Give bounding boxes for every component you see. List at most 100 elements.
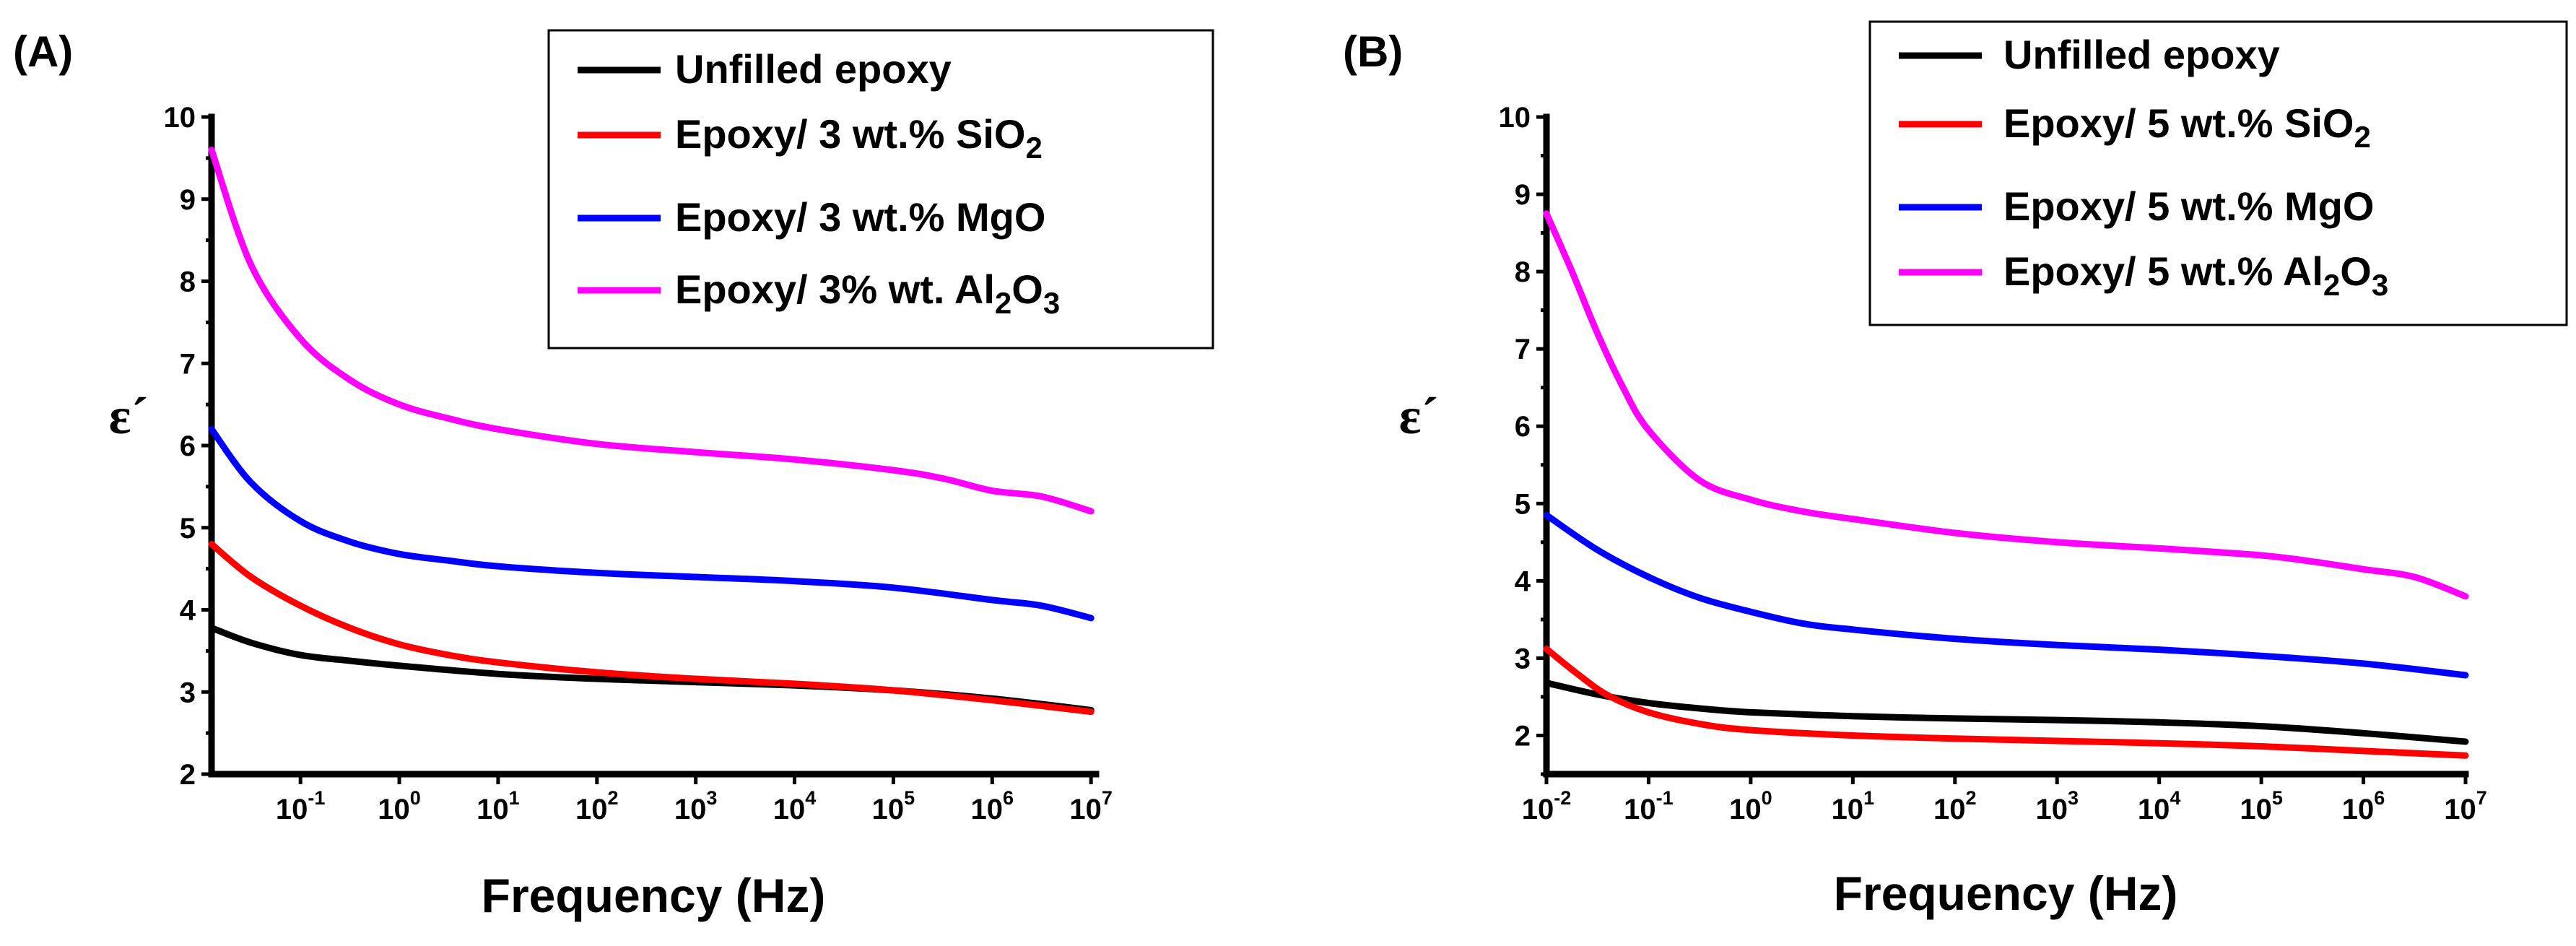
x-tick-label-a: 100 (378, 787, 421, 825)
x-tick-label-a: 106 (971, 787, 1014, 825)
x-tick-exponent: 0 (410, 787, 421, 809)
x-tick-exponent: 4 (2170, 787, 2180, 809)
x-tick-exponent: 5 (904, 787, 915, 809)
x-tick-exponent: 1 (1863, 787, 1874, 809)
x-tick-exponent: 7 (1102, 787, 1113, 809)
y-tick-label-a: 6 (180, 430, 196, 462)
x-tick-base: 10 (575, 794, 608, 825)
x-tick-base: 10 (2240, 794, 2272, 825)
legend-text-part: Epoxy/ 5 wt.% MgO (2003, 183, 2374, 229)
x-tick-label-b: 10-2 (1522, 787, 1572, 825)
y-tick-label-b: 5 (1515, 488, 1531, 520)
y-tick-label-b: 3 (1515, 643, 1531, 674)
x-tick-label-b: 101 (1832, 787, 1875, 825)
y-tick-label-a: 7 (180, 348, 196, 380)
x-tick-exponent: 1 (509, 787, 520, 809)
y-tick-label-b: 8 (1515, 256, 1531, 288)
y-axis-title-a: ε´ (109, 387, 149, 445)
x-tick-base: 10 (1522, 794, 1554, 825)
y-tick-label-b: 6 (1515, 411, 1531, 443)
y-tick-label-a: 2 (180, 759, 196, 791)
x-tick-base: 10 (1729, 794, 1762, 825)
x-tick-base: 10 (1069, 794, 1102, 825)
legend-label-a-0: Unfilled epoxy (675, 46, 952, 92)
y-tick-label-a: 4 (180, 595, 196, 627)
series-line-a-1 (208, 541, 1095, 716)
series-line-b-2 (1543, 511, 2469, 679)
x-tick-exponent: 6 (2374, 787, 2385, 809)
series-line-a-2 (208, 425, 1095, 622)
x-tick-exponent: -1 (308, 787, 325, 809)
x-tick-label-a: 104 (773, 787, 817, 825)
legend-text-part: 3 (1043, 286, 1060, 320)
x-tick-exponent: -2 (1554, 787, 1571, 809)
x-tick-label-b: 100 (1729, 787, 1772, 825)
x-tick-base: 10 (2342, 794, 2375, 825)
legend-label-a-2: Epoxy/ 3 wt.% MgO (675, 194, 1045, 240)
y-tick-label-b: 4 (1515, 565, 1531, 597)
x-tick-exponent: 2 (1966, 787, 1977, 809)
x-tick-base: 10 (378, 794, 410, 825)
x-tick-label-b: 106 (2342, 787, 2385, 825)
y-tick-label-a: 9 (180, 184, 196, 216)
legend-text-part: Epoxy/ 3% wt. Al (675, 266, 995, 312)
legend-text-part: 2 (1025, 131, 1042, 165)
x-tick-base: 10 (2138, 794, 2170, 825)
legend-label-b-0: Unfilled epoxy (2003, 32, 2280, 77)
x-tick-exponent: 3 (2068, 787, 2079, 809)
x-tick-label-a: 103 (674, 787, 718, 825)
x-axis-title-a: Frequency (Hz) (482, 869, 826, 922)
x-tick-exponent: 5 (2272, 787, 2283, 809)
x-tick-exponent: 3 (706, 787, 717, 809)
x-tick-exponent: 4 (805, 787, 816, 809)
x-tick-base: 10 (1832, 794, 1864, 825)
legend-text-part: O (2340, 248, 2372, 294)
legend-text-part: 2 (2323, 268, 2340, 302)
y-tick-label-b: 2 (1515, 720, 1531, 752)
x-tick-label-a: 105 (872, 787, 915, 825)
legend-box-b (1868, 20, 2568, 326)
y-tick-label-a: 5 (180, 513, 196, 544)
series-line-b-1 (1543, 646, 2469, 759)
x-tick-label-b: 102 (1933, 787, 1977, 825)
y-tick-label-a: 8 (180, 266, 196, 298)
x-tick-base: 10 (2035, 794, 2068, 825)
y-tick-label-a: 10 (164, 102, 196, 134)
series-line-b-3 (1543, 210, 2469, 600)
x-tick-label-a: 101 (477, 787, 520, 825)
x-tick-base: 10 (674, 794, 707, 825)
x-tick-label-a: 107 (1069, 787, 1113, 825)
x-tick-base: 10 (1624, 794, 1656, 825)
legend-text-part: Unfilled epoxy (2003, 32, 2280, 77)
x-tick-base: 10 (971, 794, 1004, 825)
y-tick-label-b: 7 (1515, 334, 1531, 365)
x-tick-label-b: 105 (2240, 787, 2283, 825)
legend-text-part: Epoxy/ 5 wt.% Al (2003, 248, 2323, 294)
x-tick-exponent: 0 (1762, 787, 1772, 809)
x-tick-base: 10 (872, 794, 905, 825)
legend-label-b-3: Epoxy/ 5 wt.% Al2O3 (2003, 248, 2388, 302)
y-axis-title-b: ε´ (1399, 387, 1439, 445)
x-tick-label-b: 104 (2138, 787, 2181, 825)
x-tick-base: 10 (1933, 794, 1966, 825)
legend-text-part: 2 (995, 286, 1011, 320)
x-tick-base: 10 (773, 794, 806, 825)
x-tick-exponent: 2 (608, 787, 619, 809)
legend-text-part: Unfilled epoxy (675, 46, 952, 92)
series-line-a-3 (208, 147, 1095, 515)
x-tick-exponent: 6 (1003, 787, 1014, 809)
panel-label-b: (B) (1343, 27, 1403, 76)
legend-text-part: Epoxy/ 3 wt.% MgO (675, 194, 1045, 240)
x-tick-base: 10 (2444, 794, 2476, 825)
x-tick-label-b: 103 (2035, 787, 2079, 825)
legend-text-part: 3 (2372, 268, 2388, 302)
legend-text-part: Epoxy/ 5 wt.% SiO (2003, 100, 2354, 146)
x-tick-label-a: 102 (575, 787, 619, 825)
y-tick-label-b: 10 (1499, 102, 1531, 134)
x-tick-exponent: 7 (2476, 787, 2487, 809)
